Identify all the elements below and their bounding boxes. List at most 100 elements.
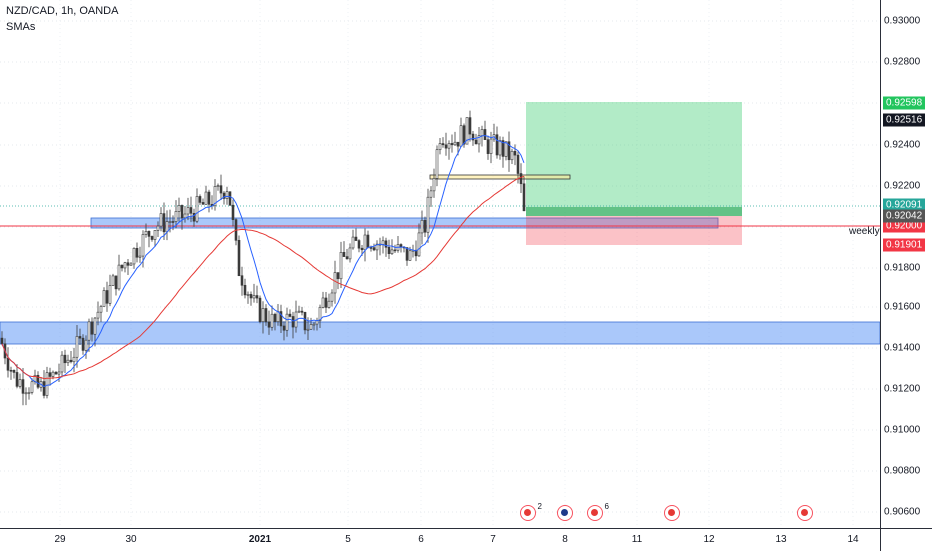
weekly-price-tag: 0.92000 [883,219,926,233]
candle-body [51,371,55,377]
candle-body [342,252,346,257]
new-zealand-flag-icon [561,509,568,516]
candle-body [267,321,271,328]
candle-body [315,320,319,325]
canada-event-icon[interactable] [797,505,813,521]
candle-body [471,133,475,141]
axis-corner [880,528,932,551]
candle-body [336,272,340,280]
candle-body [42,381,46,396]
candle-body [432,178,436,192]
candle-body [291,316,295,328]
candle-body [96,311,100,319]
canada-flag-icon [524,509,531,516]
candle-body [69,359,73,363]
candle-body [474,139,478,145]
candle-body [78,336,82,339]
candle-body [126,262,130,266]
candle-body [270,313,274,328]
candle-body [330,292,334,302]
candle-body [516,154,520,174]
candle-body [150,236,154,240]
candle-body [72,356,76,363]
candle-body [207,191,211,205]
candle-body [90,321,94,335]
candle-body [141,234,145,257]
candle-body [147,231,151,237]
time-label: 13 [775,534,787,545]
symbol-title[interactable]: NZD/CAD, 1h, OANDA [6,5,119,17]
weekly-line-label: weekly [849,226,880,237]
price-label: 0.91800 [884,262,921,274]
candle-body [363,234,367,251]
candle-body [417,232,421,257]
current-price-tag: 0.92091 [883,198,926,212]
candle-body [111,275,115,286]
time-axis[interactable]: 29 30 2021 5 6 7 8 11 12 13 14 [0,528,880,551]
candle-body [288,313,292,317]
candle-body [6,357,10,371]
candle-body [441,143,445,146]
sma-lines [1,135,525,388]
canada-event-icon[interactable] [664,505,680,521]
last-price-tag: 0.92516 [883,113,926,127]
candle-body [408,250,412,261]
candle-body [240,275,244,286]
price-axis[interactable]: 0.93000 0.92800 0.92400 0.92200 0.91800 … [880,0,932,528]
candle-body [351,236,355,249]
indicator-legend[interactable]: SMAs [6,21,36,33]
candle-body [57,371,61,375]
candle-body [462,125,466,145]
candle-body [375,243,379,251]
candle-body [105,290,109,304]
candle-body [309,324,313,330]
stop-loss-zone [526,216,742,245]
sma-fast-line [1,135,525,388]
candle-body [243,284,247,296]
candle-body [84,339,88,351]
price-label: 0.92200 [884,180,921,192]
time-label-year: 2021 [248,534,272,545]
price-label: 0.91000 [884,424,921,436]
take-profit-zone [526,102,742,216]
time-label: 8 [562,534,568,545]
candle-body [405,247,409,261]
canada-event-icon[interactable]: 6 [587,502,609,521]
candle-body [45,372,49,396]
candle-body [117,264,121,290]
candle-body [306,328,310,331]
candle-body [246,294,250,296]
candle-body [93,317,97,335]
stop-loss-price-tag: 0.91901 [883,238,926,252]
candle-body [387,247,391,254]
candle-body [63,354,67,364]
candle-body [459,125,463,147]
candle-body [186,207,190,215]
candle-body [261,308,265,322]
candle-body [48,372,52,377]
candle-body [513,150,517,156]
candle-body [483,129,487,140]
candle-body [171,221,175,223]
price-label: 0.93000 [884,15,921,27]
price-chart-area[interactable] [0,0,880,528]
candle-body [12,369,16,373]
candle-body [390,249,394,254]
candle-body [198,196,202,203]
candle-body [381,240,385,245]
candle-body [195,196,199,222]
candlesticks [0,110,526,406]
new-zealand-event-icon[interactable] [557,505,573,521]
candle-body [174,211,178,222]
candle-body [9,369,13,372]
candle-body [81,337,85,351]
candle-body [435,149,439,179]
candle-body [465,117,469,145]
entry-price-tag: 0.92042 [883,209,926,223]
candle-body [87,321,91,341]
canada-event-icon[interactable]: 2 [520,502,542,521]
candle-body [297,310,301,313]
sma-slow-line [1,175,525,380]
candle-body [144,231,148,235]
candle-body [138,255,142,258]
